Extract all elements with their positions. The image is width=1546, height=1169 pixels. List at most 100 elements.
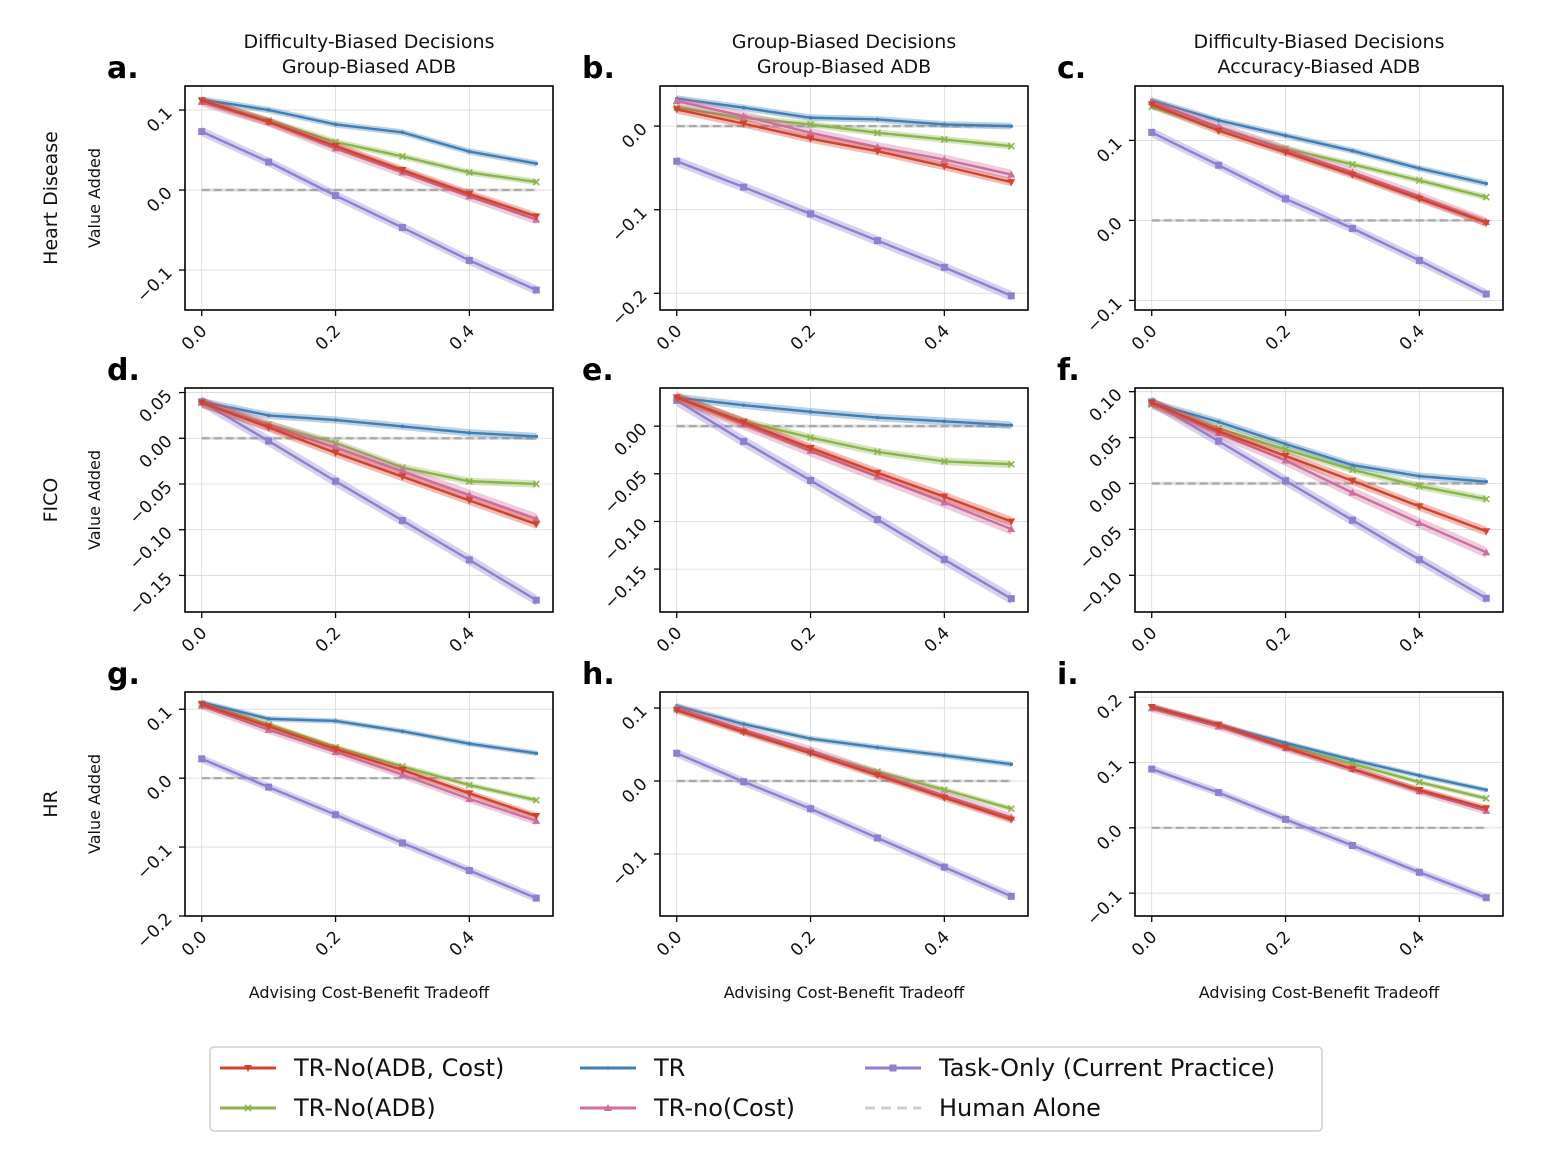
data-point: [873, 148, 882, 156]
confidence-band: [201, 398, 537, 441]
series-line: [1151, 705, 1487, 810]
data-point: [532, 596, 540, 604]
data-point: [266, 717, 271, 721]
data-point: [1214, 721, 1223, 729]
x-tick-label: 0.0: [178, 927, 211, 960]
confidence-band: [676, 393, 1012, 469]
panel-letter: c.: [1057, 51, 1086, 86]
data-point: [1350, 758, 1355, 762]
x-tick-label: 0.2: [1262, 321, 1295, 354]
data-point: [942, 753, 947, 758]
series-line: [676, 396, 1012, 531]
data-point: [400, 424, 405, 429]
data-point: [740, 437, 748, 445]
data-point: [1147, 399, 1156, 407]
data-point: [398, 473, 407, 481]
data-point: [1215, 437, 1223, 445]
panel-letter: e.: [582, 353, 614, 388]
y-tick-label: 0.1: [618, 701, 651, 734]
panel-h: h.0.1 0.0 −0.1 0.0 0.2 0.4: [582, 657, 1029, 961]
data-point: [331, 746, 340, 754]
data-point: [1348, 477, 1357, 485]
confidence-band: [676, 95, 1012, 130]
series-line: [676, 752, 1012, 898]
confidence-band: [1151, 703, 1487, 793]
legend-label: TR: [653, 1054, 685, 1082]
panel-c: c.0.10.0−0.10.0 0.2 0.4: [1057, 51, 1504, 355]
series-human-alone: [201, 776, 537, 780]
data-point: [532, 816, 541, 824]
data-point: [741, 105, 746, 110]
data-point: [1281, 452, 1290, 460]
data-point: [672, 106, 681, 114]
plot-frame: [184, 691, 554, 917]
data-point: [333, 719, 338, 723]
confidence-band: [1151, 398, 1487, 536]
data-point: [1007, 518, 1016, 526]
data-point: [806, 120, 815, 129]
series-tr-no-adb-cost: [197, 398, 541, 529]
data-point: [1148, 128, 1156, 136]
data-point: [1007, 179, 1016, 187]
series-line: [201, 703, 537, 818]
data-point: [873, 469, 882, 477]
data-point: [873, 237, 881, 245]
legend-marker: [606, 1066, 610, 1070]
column-title: Accuracy-Biased ADB: [1218, 56, 1421, 78]
panel-letter: f.: [1057, 353, 1080, 388]
column-titles: Difficulty-Biased Decisions Group-Biased …: [243, 31, 1444, 78]
data-point: [1007, 142, 1015, 150]
data-point: [264, 119, 273, 126]
series-line: [676, 399, 1012, 600]
data-point: [1281, 445, 1290, 454]
column-title: Difficulty-Biased Decisions: [1193, 31, 1444, 53]
data-point: [331, 143, 340, 150]
data-point: [875, 415, 880, 420]
data-point: [672, 394, 681, 402]
y-axis-label: Value Added: [85, 450, 104, 550]
data-point: [1482, 193, 1490, 201]
y-axis-label: Value Added: [85, 754, 104, 854]
y-tick-label: 0.1: [1093, 756, 1126, 789]
legend-item-task-only-current-practice: Task-Only (Current Practice): [865, 1054, 1275, 1082]
series-human-alone: [676, 779, 1012, 783]
data-point: [806, 128, 815, 136]
data-point: [940, 263, 948, 271]
data-point: [1348, 516, 1356, 524]
data-point: [1482, 805, 1491, 813]
x-tick-label: 0.2: [312, 321, 345, 354]
data-point: [873, 448, 882, 456]
data-point: [1282, 815, 1290, 823]
data-point: [1007, 460, 1015, 468]
data-point: [1415, 786, 1424, 794]
data-point: [1215, 789, 1223, 797]
data-point: [467, 741, 472, 746]
series-line: [201, 99, 537, 218]
data-point: [1283, 133, 1288, 138]
legend: TR-No(ADB, Cost) TR-No(ADB) TR TR-no(Cost) T…: [209, 1046, 1323, 1132]
series-task-only-current-practice: [1148, 127, 1490, 299]
series-tr-no-adb-cost: [672, 392, 1016, 527]
x-tick-label: 0.2: [1262, 623, 1295, 656]
x-tick-label: 0.4: [1396, 321, 1429, 354]
x-tick-label: 0.0: [178, 623, 211, 656]
legend-item-tr-no-cost: TR-no(Cost): [580, 1094, 795, 1122]
data-point: [1007, 292, 1015, 300]
series-tr-no-adb-cost: [1147, 398, 1491, 536]
legend-item-tr-no-adb: TR-No(ADB): [220, 1094, 436, 1122]
data-point: [1216, 118, 1221, 123]
confidence-band: [676, 779, 1012, 783]
data-point: [532, 796, 540, 804]
data-point: [1007, 816, 1016, 824]
data-point: [806, 445, 815, 453]
series-human-alone: [1151, 218, 1487, 222]
data-point: [1281, 456, 1290, 464]
data-point: [532, 813, 541, 821]
data-point: [467, 431, 472, 435]
series-line: [1151, 131, 1487, 296]
plot-frame: [659, 387, 1029, 613]
y-tick-label: −0.15: [126, 569, 177, 620]
data-point: [1415, 556, 1423, 564]
data-point: [1009, 124, 1014, 128]
